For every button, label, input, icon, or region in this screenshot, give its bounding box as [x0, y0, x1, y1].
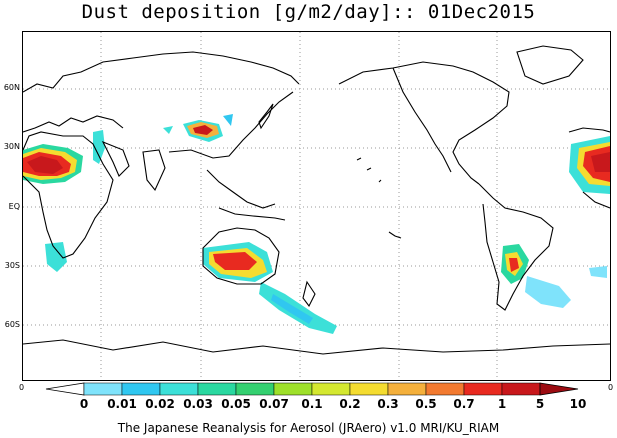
colorbar-tick-label: 0.05	[221, 397, 251, 411]
colorbar-tick-label: 1	[497, 397, 507, 411]
footer-credit: The Japanese Reanalysis for Aerosol (JRA…	[117, 421, 500, 435]
colorbar-bin	[311, 382, 351, 396]
colorbar-bin	[501, 382, 541, 396]
colorbar-tick-label: 0	[79, 397, 89, 411]
map-panel	[22, 31, 611, 381]
colorbar-tick-label: 10	[569, 397, 587, 411]
colorbar-bin	[349, 382, 389, 396]
colorbar-segments	[45, 382, 579, 396]
colorbar-tick-label: 0.1	[301, 397, 323, 411]
colorbar-tick-label: 0.03	[183, 397, 213, 411]
lat-label-60n: 60N	[3, 83, 20, 92]
colorbar-bin	[197, 382, 237, 396]
colorbar-bin	[273, 382, 313, 396]
coastlines	[23, 45, 610, 355]
colorbar-tick-label: 0.2	[339, 397, 361, 411]
dust-deposition-field	[23, 114, 610, 334]
colorbar-tick-label: 0.7	[453, 397, 475, 411]
colorbar-bin	[159, 382, 199, 396]
colorbar-bin	[83, 382, 123, 396]
colorbar-bin	[425, 382, 465, 396]
colorbar-tick-label: 0.02	[145, 397, 175, 411]
colorbar-arrow-low	[45, 382, 85, 396]
colorbar-arrow-high	[539, 382, 579, 396]
lat-label-30s: 30S	[4, 261, 20, 270]
colorbar-tick-label: 0.01	[107, 397, 137, 411]
lat-label-60s: 60S	[4, 320, 20, 329]
colorbar-tick-label: 0.5	[415, 397, 437, 411]
colorbar-bin	[235, 382, 275, 396]
colorbar-bin	[387, 382, 427, 396]
colorbar-tick-label: 5	[535, 397, 545, 411]
colorbar-tick-label: 0.07	[259, 397, 289, 411]
colorbar-bin	[463, 382, 503, 396]
corner-label-left: 0	[19, 383, 25, 392]
colorbar-bin	[121, 382, 161, 396]
colorbar	[45, 382, 579, 396]
map-title: Dust deposition [g/m2/day]:: 01Dec2015	[81, 1, 536, 23]
lat-label-30n: 30N	[3, 142, 20, 151]
lat-label-eq: EQ	[8, 202, 20, 211]
colorbar-tick-label: 0.3	[377, 397, 399, 411]
world-map	[23, 32, 610, 380]
corner-label-right: 0	[608, 383, 614, 392]
